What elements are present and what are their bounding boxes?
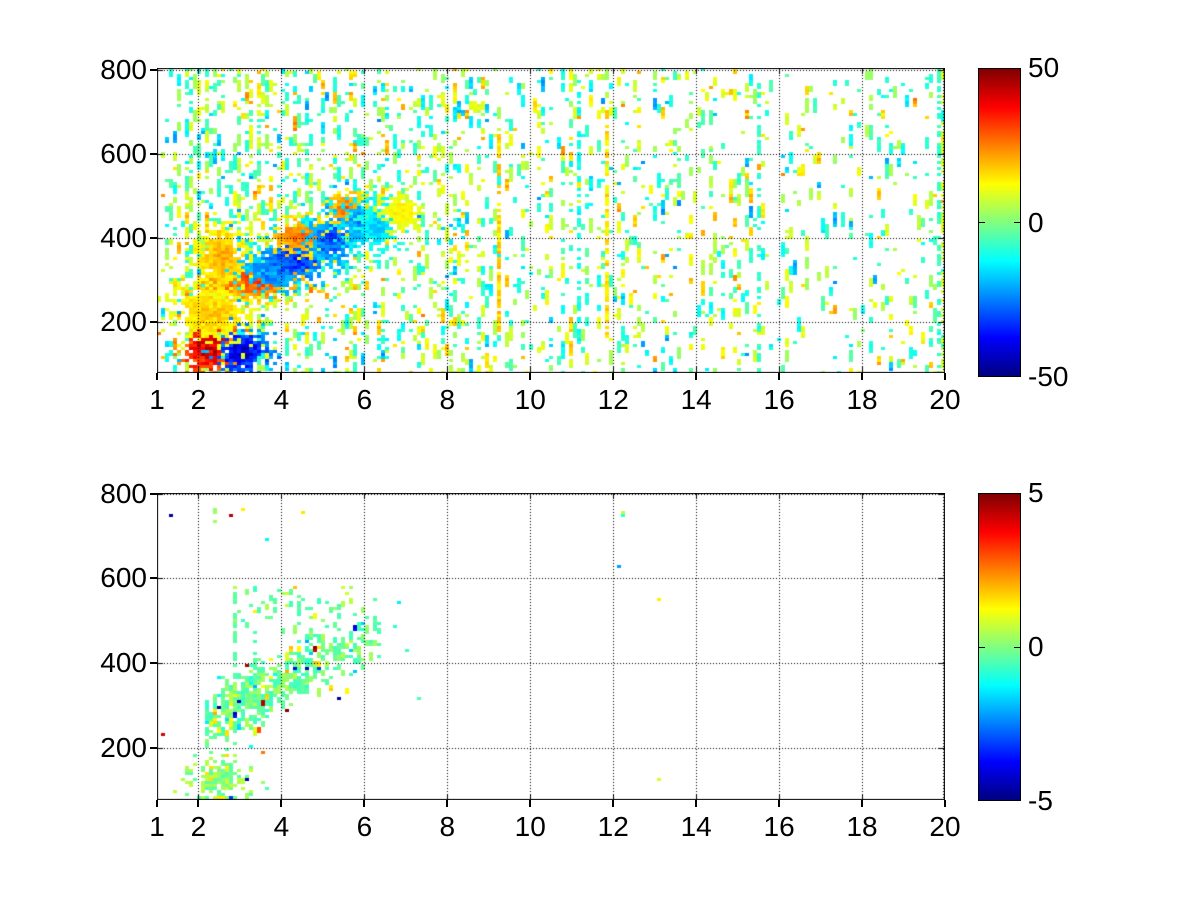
colorbar-tick-label: -5 — [1028, 785, 1053, 816]
bottom-heatmap-canvas — [157, 493, 945, 800]
x-tick-mark — [156, 373, 158, 380]
y-tick-label: 800 — [100, 54, 147, 86]
y-tick-mark — [150, 492, 157, 495]
y-tick-label: 600 — [100, 138, 147, 169]
y-tick-label: 200 — [100, 306, 147, 337]
x-tick-label: 4 — [273, 384, 290, 415]
x-tick-mark — [529, 373, 532, 380]
x-tick-label: 8 — [439, 811, 456, 842]
x-tick-mark — [446, 373, 449, 380]
y-tick-mark — [150, 237, 157, 239]
x-tick-mark — [778, 373, 781, 380]
colorbar-tick-label: 0 — [1028, 631, 1044, 662]
colorbar-tick-mark — [1014, 222, 1020, 223]
y-tick-mark — [150, 747, 157, 750]
y-tick-label: 200 — [100, 732, 147, 764]
x-tick-mark — [695, 800, 698, 807]
x-tick-label: 6 — [356, 384, 373, 415]
colorbar-tick-label: 0 — [1028, 206, 1044, 238]
bottom-colorbar — [978, 493, 1021, 801]
y-tick-mark — [150, 662, 157, 665]
colorbar-tick-label: 5 — [1028, 477, 1044, 508]
x-tick-mark — [363, 800, 366, 807]
x-tick-label: 18 — [846, 811, 878, 842]
y-tick-label: 600 — [100, 562, 147, 594]
x-tick-label: 1 — [149, 811, 165, 842]
y-tick-label: 800 — [100, 477, 147, 509]
x-tick-label: 16 — [763, 811, 795, 842]
x-tick-mark — [197, 373, 200, 380]
x-tick-mark — [612, 373, 615, 380]
colorbar-tick-mark — [979, 222, 985, 223]
x-tick-label: 1 — [149, 384, 165, 415]
x-tick-label: 12 — [597, 384, 629, 415]
x-tick-mark — [197, 800, 200, 807]
top-colorbar — [978, 68, 1021, 377]
y-tick-mark — [150, 69, 157, 72]
y-tick-mark — [150, 577, 157, 580]
x-tick-label: 10 — [514, 384, 546, 415]
x-tick-mark — [944, 373, 946, 380]
x-tick-mark — [612, 800, 615, 807]
x-tick-mark — [280, 800, 283, 807]
x-tick-mark — [861, 800, 864, 807]
x-tick-label: 2 — [190, 384, 207, 415]
x-tick-mark — [529, 800, 532, 807]
x-tick-label: 14 — [680, 811, 712, 842]
x-tick-label: 12 — [597, 811, 629, 842]
colorbar-tick-mark — [1014, 646, 1020, 648]
x-tick-mark — [695, 373, 698, 380]
colorbar-tick-label: -50 — [1028, 361, 1069, 392]
x-tick-label: 8 — [439, 384, 456, 415]
x-tick-mark — [363, 373, 366, 380]
x-tick-mark — [778, 800, 781, 807]
colorbar-tick-label: 50 — [1028, 52, 1060, 83]
x-tick-mark — [861, 373, 864, 380]
x-tick-label: 10 — [514, 811, 546, 842]
top-heatmap-canvas — [157, 68, 945, 373]
x-tick-label: 14 — [680, 384, 712, 415]
x-tick-mark — [446, 800, 449, 807]
x-tick-label: 18 — [846, 384, 878, 415]
x-tick-label: 20 — [929, 384, 961, 415]
x-tick-mark — [944, 800, 946, 807]
x-tick-label: 6 — [356, 811, 373, 842]
colorbar-tick-mark — [979, 646, 985, 648]
x-tick-mark — [280, 373, 283, 380]
x-tick-label: 4 — [273, 811, 290, 842]
x-tick-label: 16 — [763, 384, 795, 415]
y-tick-mark — [150, 153, 157, 155]
x-tick-mark — [156, 800, 158, 807]
x-tick-label: 20 — [929, 811, 961, 842]
y-tick-label: 400 — [100, 647, 147, 679]
y-tick-mark — [150, 321, 157, 323]
y-tick-label: 400 — [100, 222, 147, 253]
x-tick-label: 2 — [190, 811, 207, 842]
